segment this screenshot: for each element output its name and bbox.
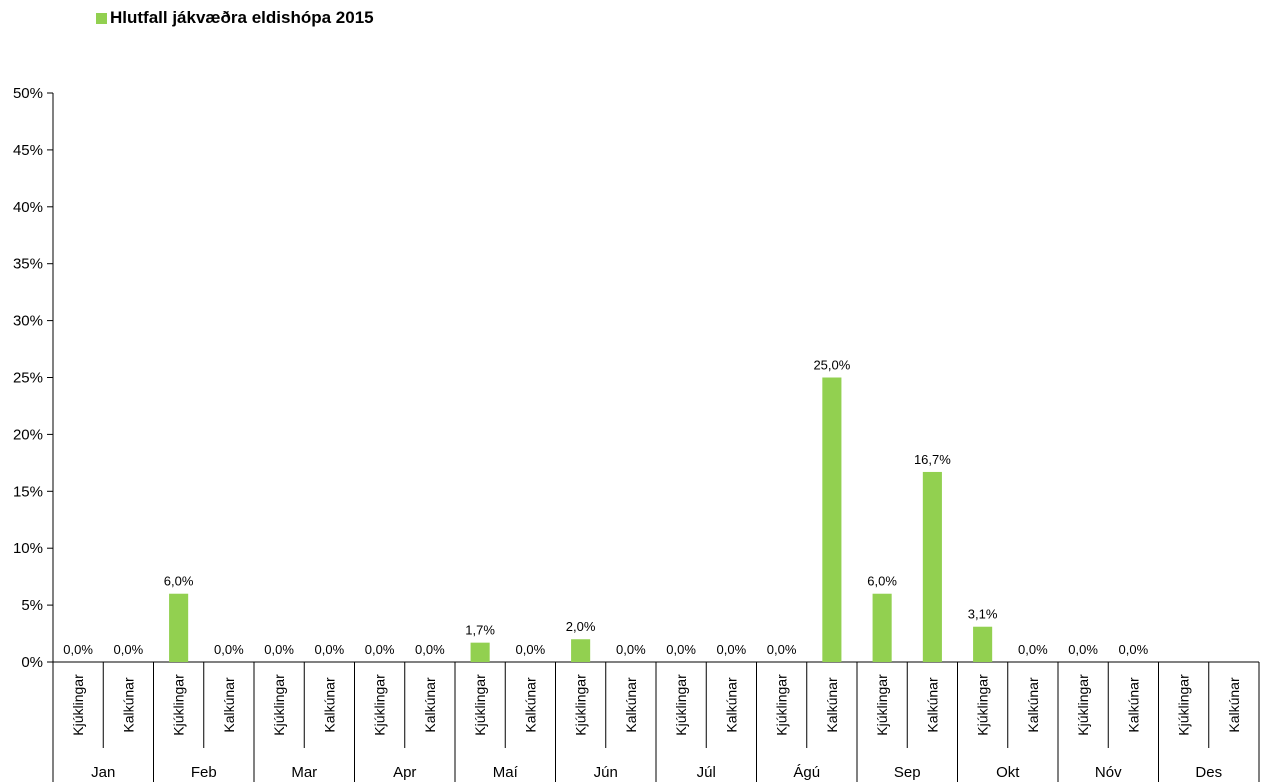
- data-label: 0,0%: [415, 642, 445, 657]
- month-label: Feb: [191, 764, 217, 781]
- month-label: Jan: [91, 764, 115, 781]
- subcategory-label: Kjúklingar: [70, 674, 86, 736]
- data-label: 0,0%: [264, 642, 294, 657]
- month-label: Okt: [996, 764, 1020, 781]
- y-tick-label: 35%: [13, 256, 43, 273]
- data-label: 3,1%: [968, 607, 998, 622]
- data-label: 0,0%: [717, 642, 747, 657]
- subcategory-label: Kalkúnar: [422, 677, 438, 733]
- subcategory-label: Kjúklingar: [975, 674, 991, 736]
- y-tick-label: 20%: [13, 426, 43, 443]
- legend: Hlutfall jákvæðra eldishópa 2015: [96, 8, 374, 28]
- month-label: Júl: [697, 764, 716, 781]
- subcategory-label: Kjúklingar: [271, 674, 287, 736]
- data-label: 16,7%: [914, 452, 951, 467]
- month-label: Ágú: [793, 764, 820, 781]
- subcategory-label: Kalkúnar: [623, 677, 639, 733]
- bar: [872, 593, 892, 662]
- y-tick-label: 40%: [13, 199, 43, 216]
- data-label: 0,0%: [1068, 642, 1098, 657]
- data-label: 0,0%: [1018, 642, 1048, 657]
- y-tick-label: 0%: [21, 654, 43, 671]
- subcategory-label: Kalkúnar: [120, 677, 136, 733]
- subcategory-label: Kalkúnar: [221, 677, 237, 733]
- legend-label: Hlutfall jákvæðra eldishópa 2015: [110, 8, 374, 27]
- data-label: 0,0%: [1119, 642, 1149, 657]
- subcategory-label: Kalkúnar: [824, 677, 840, 733]
- data-label: 0,0%: [516, 642, 546, 657]
- month-label: Apr: [393, 764, 416, 781]
- y-tick-label: 50%: [13, 85, 43, 102]
- subcategory-label: Kjúklingar: [472, 674, 488, 736]
- month-label: Sep: [894, 764, 921, 781]
- y-tick-label: 25%: [13, 370, 43, 387]
- month-label: Nóv: [1095, 764, 1122, 781]
- y-tick-label: 5%: [21, 597, 43, 614]
- subcategory-label: Kalkúnar: [321, 677, 337, 733]
- subcategory-label: Kalkúnar: [924, 677, 940, 733]
- y-tick-label: 30%: [13, 313, 43, 330]
- data-label: 0,0%: [114, 642, 144, 657]
- data-label: 1,7%: [465, 623, 495, 638]
- subcategory-label: Kalkúnar: [1226, 677, 1242, 733]
- data-label: 0,0%: [767, 642, 797, 657]
- data-label: 2,0%: [566, 619, 596, 634]
- subcategory-label: Kjúklingar: [874, 674, 890, 736]
- bar: [571, 639, 591, 662]
- bar: [169, 593, 189, 662]
- data-label: 6,0%: [867, 574, 897, 589]
- subcategory-label: Kjúklingar: [171, 674, 187, 736]
- subcategory-label: Kjúklingar: [673, 674, 689, 736]
- legend-swatch: [96, 12, 107, 24]
- data-label: 0,0%: [315, 642, 345, 657]
- data-label: 0,0%: [666, 642, 696, 657]
- month-label: Mar: [291, 764, 317, 781]
- subcategory-label: Kalkúnar: [723, 677, 739, 733]
- y-tick-label: 45%: [13, 142, 43, 159]
- bar: [973, 626, 993, 662]
- bar: [470, 642, 490, 662]
- subcategory-label: Kalkúnar: [522, 677, 538, 733]
- subcategory-label: Kalkúnar: [1125, 677, 1141, 733]
- month-label: Jún: [594, 764, 618, 781]
- subcategory-label: Kjúklingar: [1176, 674, 1192, 736]
- subcategory-label: Kjúklingar: [372, 674, 388, 736]
- data-label: 6,0%: [164, 574, 194, 589]
- subcategory-label: Kalkúnar: [1025, 677, 1041, 733]
- subcategory-label: Kjúklingar: [774, 674, 790, 736]
- bar: [922, 471, 942, 662]
- data-label: 0,0%: [365, 642, 395, 657]
- y-tick-label: 10%: [13, 540, 43, 557]
- subcategory-label: Kjúklingar: [573, 674, 589, 736]
- data-label: 0,0%: [616, 642, 646, 657]
- data-label: 25,0%: [813, 358, 850, 373]
- data-label: 0,0%: [63, 642, 93, 657]
- bar: [822, 377, 842, 662]
- data-label: 0,0%: [214, 642, 244, 657]
- y-tick-label: 15%: [13, 483, 43, 500]
- month-label: Des: [1195, 764, 1222, 781]
- subcategory-label: Kjúklingar: [1075, 674, 1091, 736]
- month-label: Maí: [493, 764, 519, 781]
